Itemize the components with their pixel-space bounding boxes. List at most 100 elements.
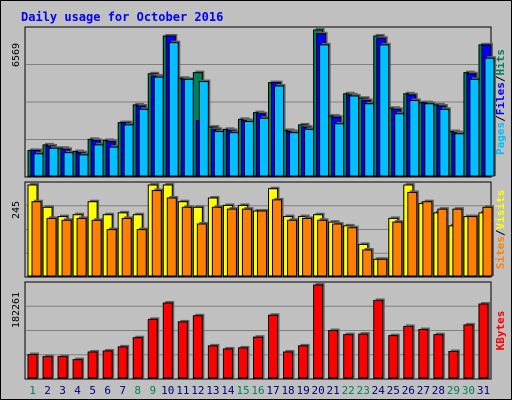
bar-kbytes-kbytes-day-15 [237,345,250,379]
bar-visits-sites-day-4 [76,216,89,277]
bar-kbytes-kbytes-day-27 [418,327,430,379]
x-tick-label-3: 3 [59,384,66,397]
x-tick-label-15: 15 [236,384,249,397]
x-tick-label-10: 10 [161,384,174,397]
bar-visits-sites-day-22 [347,225,359,277]
x-tick-label-9: 9 [149,384,156,397]
bar-visits-sites-day-2 [46,216,59,277]
panel-kbytes-legend: KBytes [494,311,507,351]
panel-visits: 245 Sites/Visits [11,181,507,278]
panel-hits-legend: Pages/Files/Hits [494,49,507,155]
x-tick-label-11: 11 [176,384,189,397]
bar-visits-sites-day-1 [31,199,43,277]
panel-visits-legend: Sites/Visits [494,190,507,270]
bar-kbytes-kbytes-day-7 [117,344,130,379]
x-tick-label-22: 22 [342,384,355,397]
x-tick-label-31: 31 [477,384,490,397]
bar-visits-sites-day-18 [287,218,299,277]
bar-visits-sites-day-25 [392,220,404,277]
x-tick-label-16: 16 [251,384,264,397]
legend-entry-sites: Sites [494,236,507,269]
bar-visits-sites-day-28 [437,207,449,277]
bar-kbytes-kbytes-day-26 [403,324,415,379]
bar-visits-sites-day-15 [241,207,254,277]
x-tick-label-20: 20 [312,384,325,397]
bar-visits-sites-day-31 [482,205,494,277]
x-tick-label-7: 7 [119,384,126,397]
x-tick-label-8: 8 [134,384,141,397]
x-tick-label-17: 17 [266,384,279,397]
legend-entry-slash: / [494,229,507,236]
legend-entry-files: Files [494,82,507,115]
x-tick-label-14: 14 [221,384,235,397]
bar-visits-sites-day-16 [256,209,269,277]
bar-kbytes-kbytes-day-22 [343,332,355,379]
bar-visits-sites-day-17 [272,197,284,277]
legend-entry-pages: Pages [494,122,507,155]
bar-kbytes-kbytes-day-17 [268,313,280,379]
bar-kbytes-kbytes-day-19 [298,343,310,379]
bar-kbytes-kbytes-day-25 [388,333,400,379]
bar-kbytes-kbytes-day-16 [252,335,265,379]
x-tick-label-6: 6 [104,384,111,397]
x-tick-label-2: 2 [44,384,51,397]
x-tick-label-25: 25 [387,384,400,397]
bar-visits-sites-day-19 [302,216,314,277]
bar-visits-sites-day-30 [467,214,479,277]
bar-kbytes-kbytes-day-12 [192,313,205,379]
bar-kbytes-kbytes-day-21 [328,328,340,379]
bar-kbytes-kbytes-day-13 [207,343,220,379]
bar-kbytes-kbytes-day-18 [283,349,295,379]
bar-visits-sites-day-11 [181,205,194,277]
x-tick-label-13: 13 [206,384,219,397]
legend-entry-hits: Hits [494,49,507,76]
bar-visits-sites-day-13 [211,205,224,277]
bar-kbytes-kbytes-day-4 [72,357,85,379]
bar-kbytes-kbytes-day-2 [42,354,55,379]
bar-visits-sites-day-3 [61,218,74,277]
bar-visits-sites-day-21 [332,222,344,277]
bar-visits-sites-day-6 [106,227,119,277]
legend-entry-kbytes: KBytes [494,311,507,351]
bar-visits-sites-day-5 [91,218,104,277]
x-tick-label-18: 18 [281,384,294,397]
bar-kbytes-kbytes-day-1 [27,352,39,379]
bar-kbytes-kbytes-day-10 [162,300,175,379]
x-tick-label-21: 21 [327,384,340,397]
bar-kbytes-kbytes-day-29 [448,349,460,379]
x-tick-label-4: 4 [74,384,81,397]
panel-kbytes: 182261 KBytes [11,281,507,380]
bar-kbytes-kbytes-day-14 [222,346,235,379]
bar-visits-sites-day-12 [196,222,209,277]
x-tick-label-24: 24 [372,384,386,397]
chart-title: Daily usage for October 2016 [21,10,223,24]
x-tick-label-28: 28 [432,384,445,397]
panel-hits-ymax-label: 6569 [11,43,22,67]
x-tick-label-30: 30 [462,384,475,397]
bar-visits-sites-day-10 [166,196,179,277]
x-tick-label-27: 27 [417,384,430,397]
x-tick-label-12: 12 [191,384,204,397]
legend-entry-visits: Visits [494,190,507,230]
bar-kbytes-kbytes-day-11 [177,319,190,379]
bar-visits-sites-day-20 [317,218,329,277]
bar-visits-sites-day-23 [362,248,374,277]
bar-visits-sites-day-29 [452,207,464,277]
bar-kbytes-kbytes-day-3 [57,354,70,379]
bar-kbytes-kbytes-day-30 [463,322,475,379]
panel-kbytes-ymax-label: 182261 [11,292,22,328]
legend-entry-slash: / [494,75,507,82]
bar-visits-sites-day-8 [136,227,149,277]
chart-panels: 6569Pages/Files/Hits245Sites/Visits18226… [11,26,507,380]
bar-hits-pages-day-20 [319,42,331,177]
bar-kbytes-kbytes-day-28 [433,332,445,379]
bar-visits-sites-day-9 [151,188,164,277]
bar-kbytes-kbytes-day-5 [87,349,100,379]
bar-kbytes-kbytes-day-24 [373,298,385,379]
x-tick-label-23: 23 [357,384,370,397]
bar-kbytes-kbytes-day-20 [313,283,325,379]
x-tick-label-19: 19 [296,384,309,397]
